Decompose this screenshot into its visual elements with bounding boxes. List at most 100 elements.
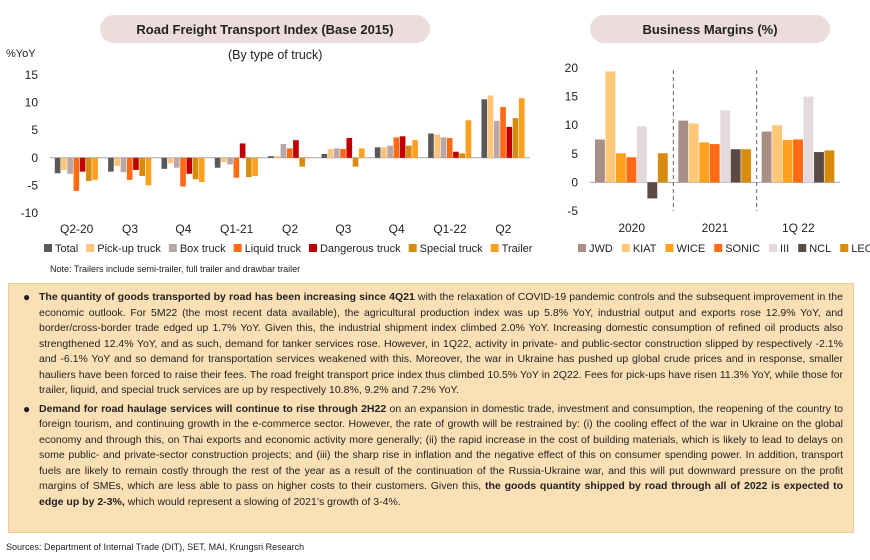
bullet-1-bold: The quantity of goods transported by roa…: [39, 291, 415, 303]
bar-jwd-2: [761, 131, 772, 183]
bar-total-3: [214, 157, 221, 168]
bar-trailer-4: [305, 157, 312, 159]
x-tick-label: 1Q 22: [782, 221, 815, 235]
bar-liquid-truck-6: [393, 137, 400, 158]
bar-box-truck-1: [120, 157, 127, 173]
legend-label: SONIC: [725, 243, 760, 255]
left-chart-note: Note: Trailers include semi-trailer, ful…: [50, 264, 301, 274]
legend-swatch: [798, 244, 807, 252]
legend-swatch: [621, 244, 630, 252]
sources-note: Sources: Department of Internal Trade (D…: [6, 542, 305, 552]
bar-leo-1: [741, 149, 752, 183]
bar-leo-2: [824, 150, 835, 183]
bullet-2-bold-2: the goods quantity shipped by road throu…: [39, 480, 843, 508]
bar-special-truck-2: [192, 157, 199, 180]
bar-box-truck-7: [440, 137, 447, 158]
bar-trailer-1: [145, 157, 152, 186]
bar-total-6: [374, 147, 381, 158]
left-chart-subtitle: (By type of truck): [228, 48, 323, 62]
legend-label: Box truck: [180, 243, 226, 255]
bar-total-8: [481, 99, 488, 158]
bar-pick-up-truck-8: [487, 95, 494, 158]
bar-pick-up-truck-3: [221, 157, 227, 163]
bar-jwd-1: [678, 120, 689, 183]
bar-dangerous-truck-8: [506, 126, 513, 158]
legend-label: WICE: [676, 243, 705, 255]
bar-box-truck-2: [173, 157, 180, 168]
bar-pick-up-truck-6: [381, 147, 387, 158]
charts-canvas: -10 -5 0 5 10 15 Q2-20 Q3 Q4 Q1-21 Q2 Q3 Q4 Q1-22 Q2 To…: [21, 61, 870, 255]
bar-trailer-2: [198, 157, 205, 183]
bar-special-truck-6: [406, 145, 412, 158]
legend-swatch: [168, 244, 177, 252]
bar-total-1: [108, 157, 114, 172]
legend-swatch: [233, 244, 242, 252]
x-tick-label: Q1-22: [433, 222, 467, 236]
bar-liquid-truck-4: [286, 148, 293, 158]
x-tick-label: Q2-20: [60, 222, 94, 236]
right-chart-title: Business Margins (%): [590, 15, 830, 43]
legend-swatch: [840, 244, 849, 252]
bullet-2-text-2: which would represent a slowing of 2021’…: [124, 495, 401, 508]
bar-iii-2: [803, 96, 814, 183]
bar-box-truck-8: [493, 120, 500, 158]
bullet-dot: ●: [23, 401, 31, 416]
legend-swatch: [308, 244, 317, 252]
legend-swatch: [665, 244, 674, 252]
bar-dangerous-truck-7: [453, 151, 459, 158]
bar-leo-0: [657, 153, 668, 183]
bar-liquid-truck-5: [340, 148, 346, 158]
bar-liquid-truck-8: [500, 107, 506, 158]
bar-liquid-truck-2: [180, 157, 186, 187]
bar-dangerous-truck-1: [133, 157, 139, 170]
y-tick-label: 0: [31, 151, 38, 165]
bar-pick-up-truck-4: [274, 156, 281, 158]
y-tick-label: -10: [21, 206, 39, 220]
bar-special-truck-0: [86, 157, 92, 181]
bar-box-truck-4: [280, 144, 287, 158]
bar-sonic-2: [793, 139, 803, 183]
bar-box-truck-6: [387, 145, 393, 158]
bar-special-truck-5: [352, 157, 359, 167]
bar-liquid-truck-7: [446, 137, 453, 158]
legend-swatch: [714, 244, 723, 252]
bar-kiat-1: [688, 123, 699, 183]
bar-trailer-8: [518, 98, 525, 158]
bar-kiat-0: [605, 71, 616, 183]
legend-swatch: [578, 244, 586, 252]
legend-swatch: [86, 244, 95, 252]
legend-label: III: [780, 243, 789, 255]
bar-box-truck-5: [333, 148, 340, 158]
commentary-box: ● The quantity of goods transported by r…: [8, 283, 854, 533]
bar-ncl-0: [647, 182, 658, 199]
bullet-dot: ●: [23, 290, 31, 304]
bar-wice-1: [699, 142, 710, 183]
bar-kiat-2: [772, 125, 783, 183]
bar-box-truck-3: [227, 157, 233, 165]
y-tick-label: 10: [565, 118, 579, 132]
bullet-1: ● The quantity of goods transported by r…: [19, 290, 843, 399]
legend-label: KIAT: [633, 243, 657, 255]
bar-sonic-1: [709, 144, 720, 183]
bar-special-truck-3: [246, 157, 252, 178]
legend-swatch: [490, 244, 499, 252]
legend-label: LEO: [851, 243, 870, 255]
x-tick-label: Q3: [122, 222, 138, 236]
bar-wice-2: [782, 140, 793, 183]
bar-special-truck-7: [459, 153, 466, 158]
bullet-2-text: on an expansion in domestic trade, inves…: [39, 402, 843, 493]
bar-total-0: [54, 157, 61, 174]
legend-label: Dangerous truck: [320, 243, 401, 255]
y-tick-label: 20: [565, 61, 579, 75]
left-chart-unit: %YoY: [6, 48, 36, 60]
bar-total-7: [428, 133, 434, 158]
bar-dangerous-truck-6: [399, 136, 406, 158]
y-tick-label: -5: [567, 204, 578, 218]
bar-pick-up-truck-7: [434, 134, 441, 158]
bar-sonic-0: [626, 157, 637, 183]
x-tick-label: Q2: [495, 222, 511, 236]
bar-dangerous-truck-3: [239, 143, 246, 158]
x-tick-label: Q2: [282, 222, 298, 236]
bar-liquid-truck-0: [73, 157, 80, 191]
bar-pick-up-truck-1: [114, 157, 121, 167]
